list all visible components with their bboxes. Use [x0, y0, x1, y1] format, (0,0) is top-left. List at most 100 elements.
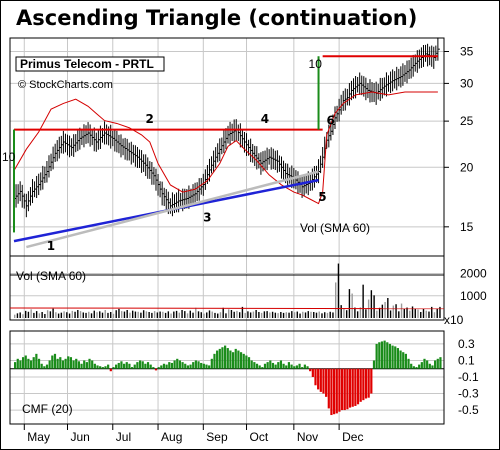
x-tick-label-dec: Dec	[342, 430, 363, 444]
volume-bar	[428, 311, 430, 318]
volume-bar	[118, 308, 120, 318]
volume-bar	[420, 312, 422, 318]
cmf-bar	[242, 353, 245, 369]
volume-bar	[244, 312, 246, 318]
cmf-bar	[301, 367, 304, 369]
volume-bar	[365, 309, 367, 318]
volume-bar	[203, 313, 205, 318]
cmf-bar	[250, 360, 253, 369]
volume-sma-overlay	[13, 91, 438, 205]
volume-bar	[225, 313, 227, 318]
cmf-bar	[208, 365, 211, 369]
cmf-bar	[181, 362, 184, 369]
volume-bar	[41, 312, 43, 318]
volume-bar	[200, 312, 202, 318]
volume-bar	[110, 312, 112, 318]
cmf-bar	[380, 341, 384, 369]
cmf-bar	[122, 363, 126, 369]
cmf-bar	[295, 365, 298, 369]
cmf-bar	[53, 353, 57, 369]
volume-bar	[24, 310, 27, 318]
volume-bar	[241, 306, 244, 318]
volume-bar	[406, 307, 408, 318]
volume-bar	[189, 310, 191, 318]
cmf-bar	[340, 368, 344, 411]
cmf-bar	[426, 360, 429, 369]
volume-sma-line	[9, 307, 445, 310]
volume-bar	[208, 310, 211, 318]
cmf-bar	[101, 367, 104, 369]
volume-bar	[247, 311, 249, 318]
volume-bar	[217, 313, 219, 318]
volume-bar	[277, 313, 279, 318]
volume-bar	[148, 312, 150, 318]
volume-bar	[335, 282, 337, 318]
pivot-label-2: 2	[145, 112, 153, 126]
cmf-bar	[271, 362, 275, 369]
volume-bar	[156, 312, 159, 318]
volume-bar	[197, 311, 200, 318]
volume-bar	[173, 311, 175, 318]
cmf-bar	[436, 358, 439, 369]
volume-bar	[370, 290, 373, 318]
cmf-bar	[24, 355, 27, 369]
cmf-bar	[277, 362, 280, 369]
breakout-measure-label: 10	[2, 150, 16, 164]
volume-bar	[206, 312, 208, 318]
cmf-bar	[410, 363, 413, 369]
cmf-bar	[317, 368, 320, 390]
cmf-bar	[67, 356, 70, 369]
breakout-measure-label: 10	[309, 57, 323, 71]
cmf-bar	[83, 360, 86, 369]
volume-bar	[318, 311, 320, 318]
overlay-layer: Vol (SMA 60) 10 10 1 2 3 4 5 6	[2, 55, 438, 253]
cmf-bar	[247, 357, 251, 369]
cmf-bar	[370, 368, 373, 394]
x-tick-label-jul: Jul	[116, 430, 131, 444]
volume-bar	[400, 303, 403, 318]
cmf-panel-border	[9, 330, 445, 425]
cmf-bar	[138, 360, 142, 369]
price-tick-label: 35	[460, 44, 474, 58]
volume-bar	[337, 263, 340, 318]
cmf-tick-label: 0.3	[458, 337, 475, 351]
volume-bar	[236, 310, 238, 318]
cmf-bar	[165, 364, 168, 369]
volume-bar	[14, 314, 16, 318]
volume-bar	[96, 312, 98, 318]
volume-bar	[126, 310, 128, 318]
volume-bar	[35, 311, 38, 318]
volume-bar	[351, 293, 353, 318]
volume-bar	[436, 308, 438, 318]
volume-bar	[433, 312, 436, 318]
pivot-label-6: 6	[327, 113, 335, 127]
symbol-label-box	[15, 56, 165, 72]
volume-bar	[395, 304, 397, 318]
axis-layer: May Jun Jul Aug Sep Oct Nov Dec1520253035100020…	[16, 44, 487, 444]
cmf-bar	[372, 360, 376, 369]
cmf-bar	[378, 342, 381, 369]
volume-bar	[55, 312, 57, 318]
cmf-bar	[303, 364, 306, 369]
cmf-bar	[69, 357, 73, 369]
cmf-bar	[231, 352, 235, 369]
cmf-bar	[136, 362, 139, 369]
cmf-bar	[351, 368, 354, 407]
cmf-bar	[178, 360, 182, 369]
volume-bar	[101, 312, 104, 318]
volume-bar	[112, 313, 115, 318]
volume-bar	[315, 312, 318, 318]
volume-bar	[417, 309, 419, 318]
volume-bar	[359, 307, 362, 318]
cmf-bar	[205, 364, 208, 369]
volume-bar	[85, 312, 87, 318]
cmf-bar	[149, 364, 152, 369]
volume-bar	[266, 311, 268, 318]
price-tick-label: 20	[460, 160, 474, 174]
cmf-bar	[346, 368, 349, 410]
cmf-bar	[420, 362, 423, 369]
volume-bar	[74, 311, 76, 318]
cmf-bar	[14, 362, 17, 369]
cmf-bar	[40, 363, 43, 369]
